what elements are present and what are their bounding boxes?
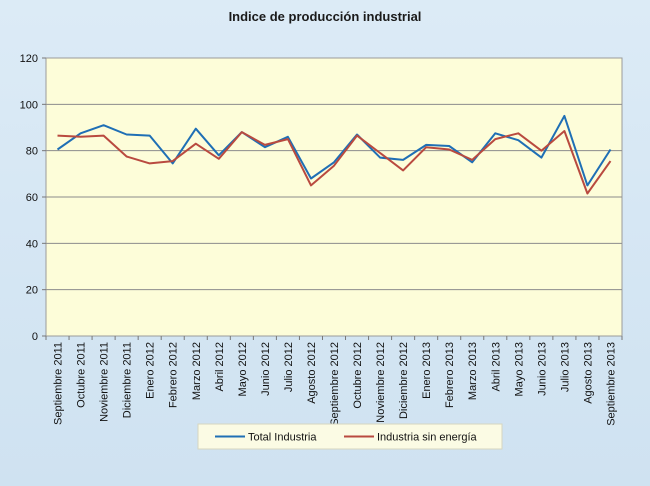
y-tick-label: 20 xyxy=(26,285,38,297)
x-tick-label: Agosto 2013 xyxy=(582,342,594,404)
x-tick-label: Agosto 2012 xyxy=(306,342,318,404)
legend-label-industria-sin-energia: Industria sin energía xyxy=(377,432,478,444)
x-tick-label: Julio 2013 xyxy=(559,342,571,392)
series-group xyxy=(56,114,612,195)
x-tick-label: Abril 2013 xyxy=(490,342,502,392)
x-tick-label: Noviembre 2012 xyxy=(375,342,387,423)
x-tick-label: Septiembre 2011 xyxy=(53,342,65,425)
grid-lines xyxy=(46,103,622,291)
y-tick-label: 40 xyxy=(26,238,38,250)
x-tick-label: Marzo 2013 xyxy=(467,342,479,400)
x-tick-label: Febrero 2012 xyxy=(168,342,180,408)
x-tick-label: Diciembre 2011 xyxy=(122,342,134,418)
x-tick-label: Noviembre 2011 xyxy=(99,342,111,422)
legend: Total Industria Industria sin energía xyxy=(197,423,503,450)
x-tick-label: Julio 2012 xyxy=(283,342,295,392)
x-tick-label: Mayo 2012 xyxy=(237,342,249,396)
series-line-total-industria xyxy=(56,114,612,187)
x-tick-label: Febrero 2013 xyxy=(444,342,456,408)
y-tick-label: 60 xyxy=(26,192,38,204)
x-tick-label: Junio 2012 xyxy=(260,342,272,396)
x-tick-label: Septiembre 2012 xyxy=(329,342,341,426)
x-tick-label: Enero 2012 xyxy=(145,342,157,399)
y-axis: 0 20 40 60 80 100 120 xyxy=(20,53,46,343)
x-tick-label: Octubre 2011 xyxy=(76,342,88,408)
x-axis: Septiembre 2011 Octubre 2011 Noviembre 201… xyxy=(45,336,623,426)
chart-title: Indice de producción industrial xyxy=(229,9,422,24)
x-tick-label: Enero 2013 xyxy=(421,342,433,399)
y-tick-label: 0 xyxy=(32,331,38,343)
y-tick-label: 100 xyxy=(20,99,38,111)
x-tick-label: Mayo 2013 xyxy=(513,342,525,396)
legend-label-total-industria: Total Industria xyxy=(248,432,317,444)
series-line-industria-sin-energia xyxy=(57,130,612,195)
x-tick-label: Junio 2013 xyxy=(536,342,548,396)
x-tick-label: Diciembre 2012 xyxy=(398,342,410,419)
x-tick-label: Marzo 2012 xyxy=(191,342,203,400)
x-tick-label: Septiembre 2013 xyxy=(605,342,617,426)
x-tick-label: Abril 2012 xyxy=(214,342,226,392)
y-tick-label: 120 xyxy=(20,53,38,65)
y-tick-label: 80 xyxy=(26,146,38,158)
x-tick-label: Octubre 2012 xyxy=(352,342,364,409)
